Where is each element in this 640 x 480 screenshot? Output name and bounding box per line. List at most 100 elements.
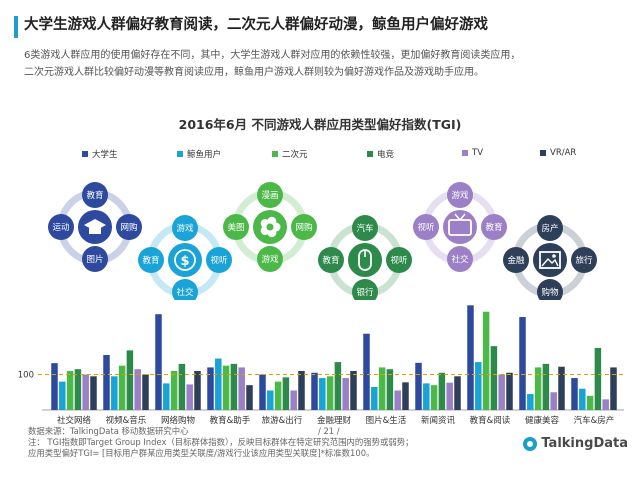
bar [594,347,602,410]
bar [170,370,178,410]
legend-item: VR/AR [540,148,576,158]
cluster-node-label: 房产 [541,223,558,234]
cluster-node-label: 教育 [142,255,159,266]
x-tick-label: 新闻资讯 [421,415,456,426]
cluster-node [257,182,283,208]
cluster-node-label: 购物 [541,287,559,298]
bar [155,314,162,410]
bar [550,392,557,410]
cluster-node [318,247,344,273]
cluster-node-label: 教育 [322,255,339,266]
cluster-node-label: 游戏 [261,254,279,265]
cluster-node-label: 教育 [86,190,103,201]
legend-label: 二次元 [282,150,308,160]
bar [267,390,274,410]
cluster-node-label: 银行 [356,287,374,298]
bar [118,365,126,410]
bar [282,377,290,410]
bar [394,390,401,410]
bar [246,385,253,410]
page-description: 6类游戏人群应用的使用偏好存在不同，其中，大学生游戏人群对应用的依赖性较强，更加… [24,47,629,81]
bar [350,370,357,410]
brand-logo: TalkingData [523,436,628,451]
cluster-node [386,247,412,273]
legend-swatch [272,151,278,157]
source-note: 数据来源：TalkingData 移动数据研究中心 [28,426,189,436]
bar [586,395,594,410]
legend-item: TV [462,148,483,158]
cluster-node [116,214,142,240]
cluster-node [503,247,529,273]
reference-line-label: 100 [18,371,34,381]
cluster-node-label: 金融 [507,255,525,266]
x-tick-label: 社交网络 [57,415,92,426]
bar [498,374,505,410]
bar [446,382,453,410]
cluster-node-label: 美图 [227,222,244,233]
legend-label: VR/AR [550,148,577,158]
bar [74,369,82,410]
bar [490,346,498,410]
bar [298,370,305,410]
bar [342,378,349,410]
bar [319,378,326,410]
bar [222,365,230,410]
legend-item: 电竞 [367,148,394,160]
cluster-node [447,246,473,272]
bar [66,370,74,410]
legend-swatch [462,150,468,156]
bar [430,385,438,410]
cluster-node-label: 社交 [176,287,194,298]
x-tick-label: 金融理财 [317,415,352,426]
bar [454,376,461,410]
cluster-node-label: 视听 [210,255,228,266]
bar [558,366,565,410]
mouse-icon [358,249,372,271]
cluster-node [352,215,378,241]
bar [527,394,534,410]
bar [438,372,446,410]
bar [194,370,201,410]
x-tick-label: 视频&音乐 [106,415,147,426]
cluster-node [138,247,164,273]
bar [326,376,334,410]
bar [579,388,586,410]
cluster-node [571,247,597,273]
description-line: 6类游戏人群应用的使用偏好存在不同，其中，大学生游戏人群对应用的依赖性较强，更加… [24,50,521,61]
bar [610,367,617,410]
cluster-node [82,182,108,208]
bar [230,363,238,410]
bar [207,367,214,410]
legend-label: 鲸鱼用户 [187,150,222,160]
cluster-node [172,279,198,300]
bar [415,362,422,410]
legend-swatch [177,151,183,157]
legend-label: 大学生 [92,150,118,160]
cluster-node [481,214,507,240]
chart-legend: 大学生 鲸鱼用户 二次元 电竞 TV VR/AR [0,148,640,162]
x-tick-label: 图片&生活 [366,415,407,426]
cluster-node-label: 汽车 [356,223,373,234]
x-tick-label: 健康美容 [525,415,560,426]
cluster-node [413,214,439,240]
legend-label: 电竞 [377,150,395,160]
flower-icon [260,216,281,238]
bar [215,358,222,410]
bar [386,369,394,410]
cluster-node-label: 运动 [52,222,70,233]
bar [467,305,474,410]
bar [371,386,378,410]
legend-label: TV [472,148,484,158]
picture-icon [539,251,561,269]
cluster-node-label: 漫画 [261,190,278,201]
bar [534,367,542,410]
bar [134,369,141,410]
chart-title: 2016年6月 不同游戏人群应用类型偏好指数(TGI) [178,117,462,132]
dollar-coin-icon: $ [174,249,196,271]
legend-swatch [540,150,546,156]
title-accent-bar [14,16,18,38]
